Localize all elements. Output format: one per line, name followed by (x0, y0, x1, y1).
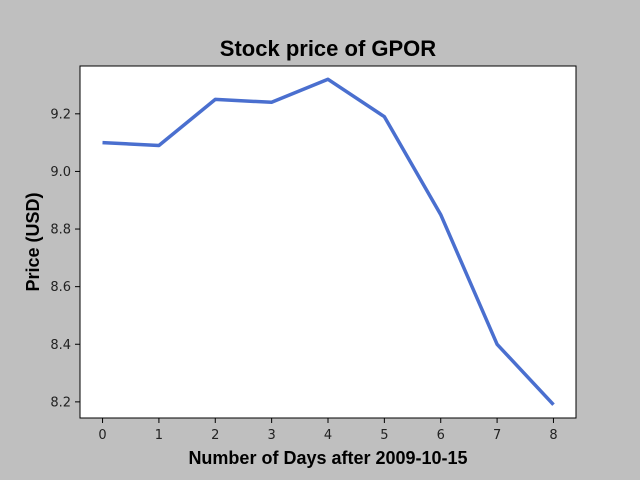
x-tick-label: 7 (493, 428, 501, 443)
y-tick-label: 8.4 (50, 338, 71, 353)
y-tick-label: 8.2 (50, 395, 71, 410)
x-axis-label: Number of Days after 2009-10-15 (188, 448, 467, 468)
y-tick-label: 8.8 (50, 223, 71, 238)
x-tick-label: 4 (324, 428, 332, 443)
x-tick-label: 6 (437, 428, 445, 443)
x-tick-label: 8 (549, 428, 557, 443)
x-tick-label: 3 (267, 428, 275, 443)
series-layer (102, 77, 555, 406)
y-tick-label: 8.6 (50, 280, 71, 295)
x-tick-label: 0 (98, 428, 106, 443)
x-axis-ticks: 0 1 2 3 4 5 6 7 8 (98, 418, 558, 443)
price-line (102, 77, 555, 406)
y-axis-ticks: 8.2 8.4 8.6 8.8 9.0 9.2 (50, 107, 80, 410)
x-tick-label: 5 (380, 428, 388, 443)
x-tick-label: 1 (155, 428, 163, 443)
y-tick-label: 9.2 (50, 107, 71, 122)
y-axis-label: Price (USD) (23, 192, 43, 291)
x-tick-label: 2 (211, 428, 219, 443)
y-tick-label: 9.0 (50, 165, 71, 180)
chart-title: Stock price of GPOR (220, 36, 436, 61)
plot-area (79, 65, 577, 419)
